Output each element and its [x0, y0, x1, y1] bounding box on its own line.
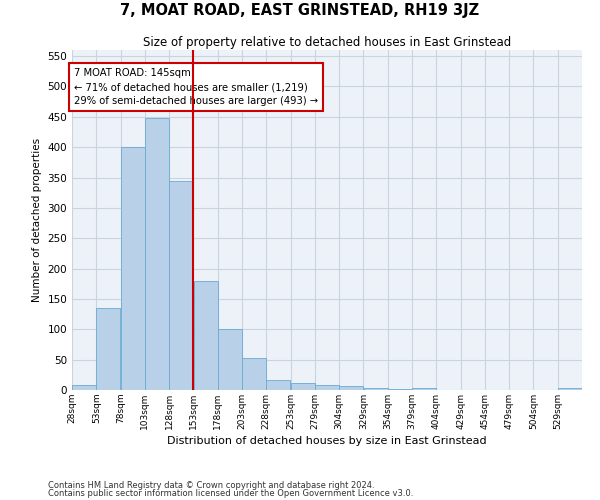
- Bar: [290, 382, 315, 390]
- X-axis label: Distribution of detached houses by size in East Grinstead: Distribution of detached houses by size …: [167, 436, 487, 446]
- Bar: [339, 386, 364, 390]
- Bar: [388, 389, 412, 390]
- Bar: [558, 388, 582, 390]
- Text: Contains public sector information licensed under the Open Government Licence v3: Contains public sector information licen…: [48, 489, 413, 498]
- Bar: [315, 384, 339, 390]
- Text: 7 MOAT ROAD: 145sqm
← 71% of detached houses are smaller (1,219)
29% of semi-det: 7 MOAT ROAD: 145sqm ← 71% of detached ho…: [74, 68, 318, 106]
- Bar: [145, 118, 169, 390]
- Bar: [412, 388, 436, 390]
- Bar: [97, 308, 121, 390]
- Bar: [218, 330, 242, 390]
- Bar: [242, 358, 266, 390]
- Text: Contains HM Land Registry data © Crown copyright and database right 2024.: Contains HM Land Registry data © Crown c…: [48, 480, 374, 490]
- Bar: [121, 147, 145, 390]
- Bar: [194, 280, 218, 390]
- Y-axis label: Number of detached properties: Number of detached properties: [32, 138, 42, 302]
- Bar: [266, 380, 290, 390]
- Bar: [72, 385, 96, 390]
- Bar: [364, 388, 388, 390]
- Bar: [169, 180, 193, 390]
- Text: 7, MOAT ROAD, EAST GRINSTEAD, RH19 3JZ: 7, MOAT ROAD, EAST GRINSTEAD, RH19 3JZ: [121, 2, 479, 18]
- Title: Size of property relative to detached houses in East Grinstead: Size of property relative to detached ho…: [143, 36, 511, 49]
